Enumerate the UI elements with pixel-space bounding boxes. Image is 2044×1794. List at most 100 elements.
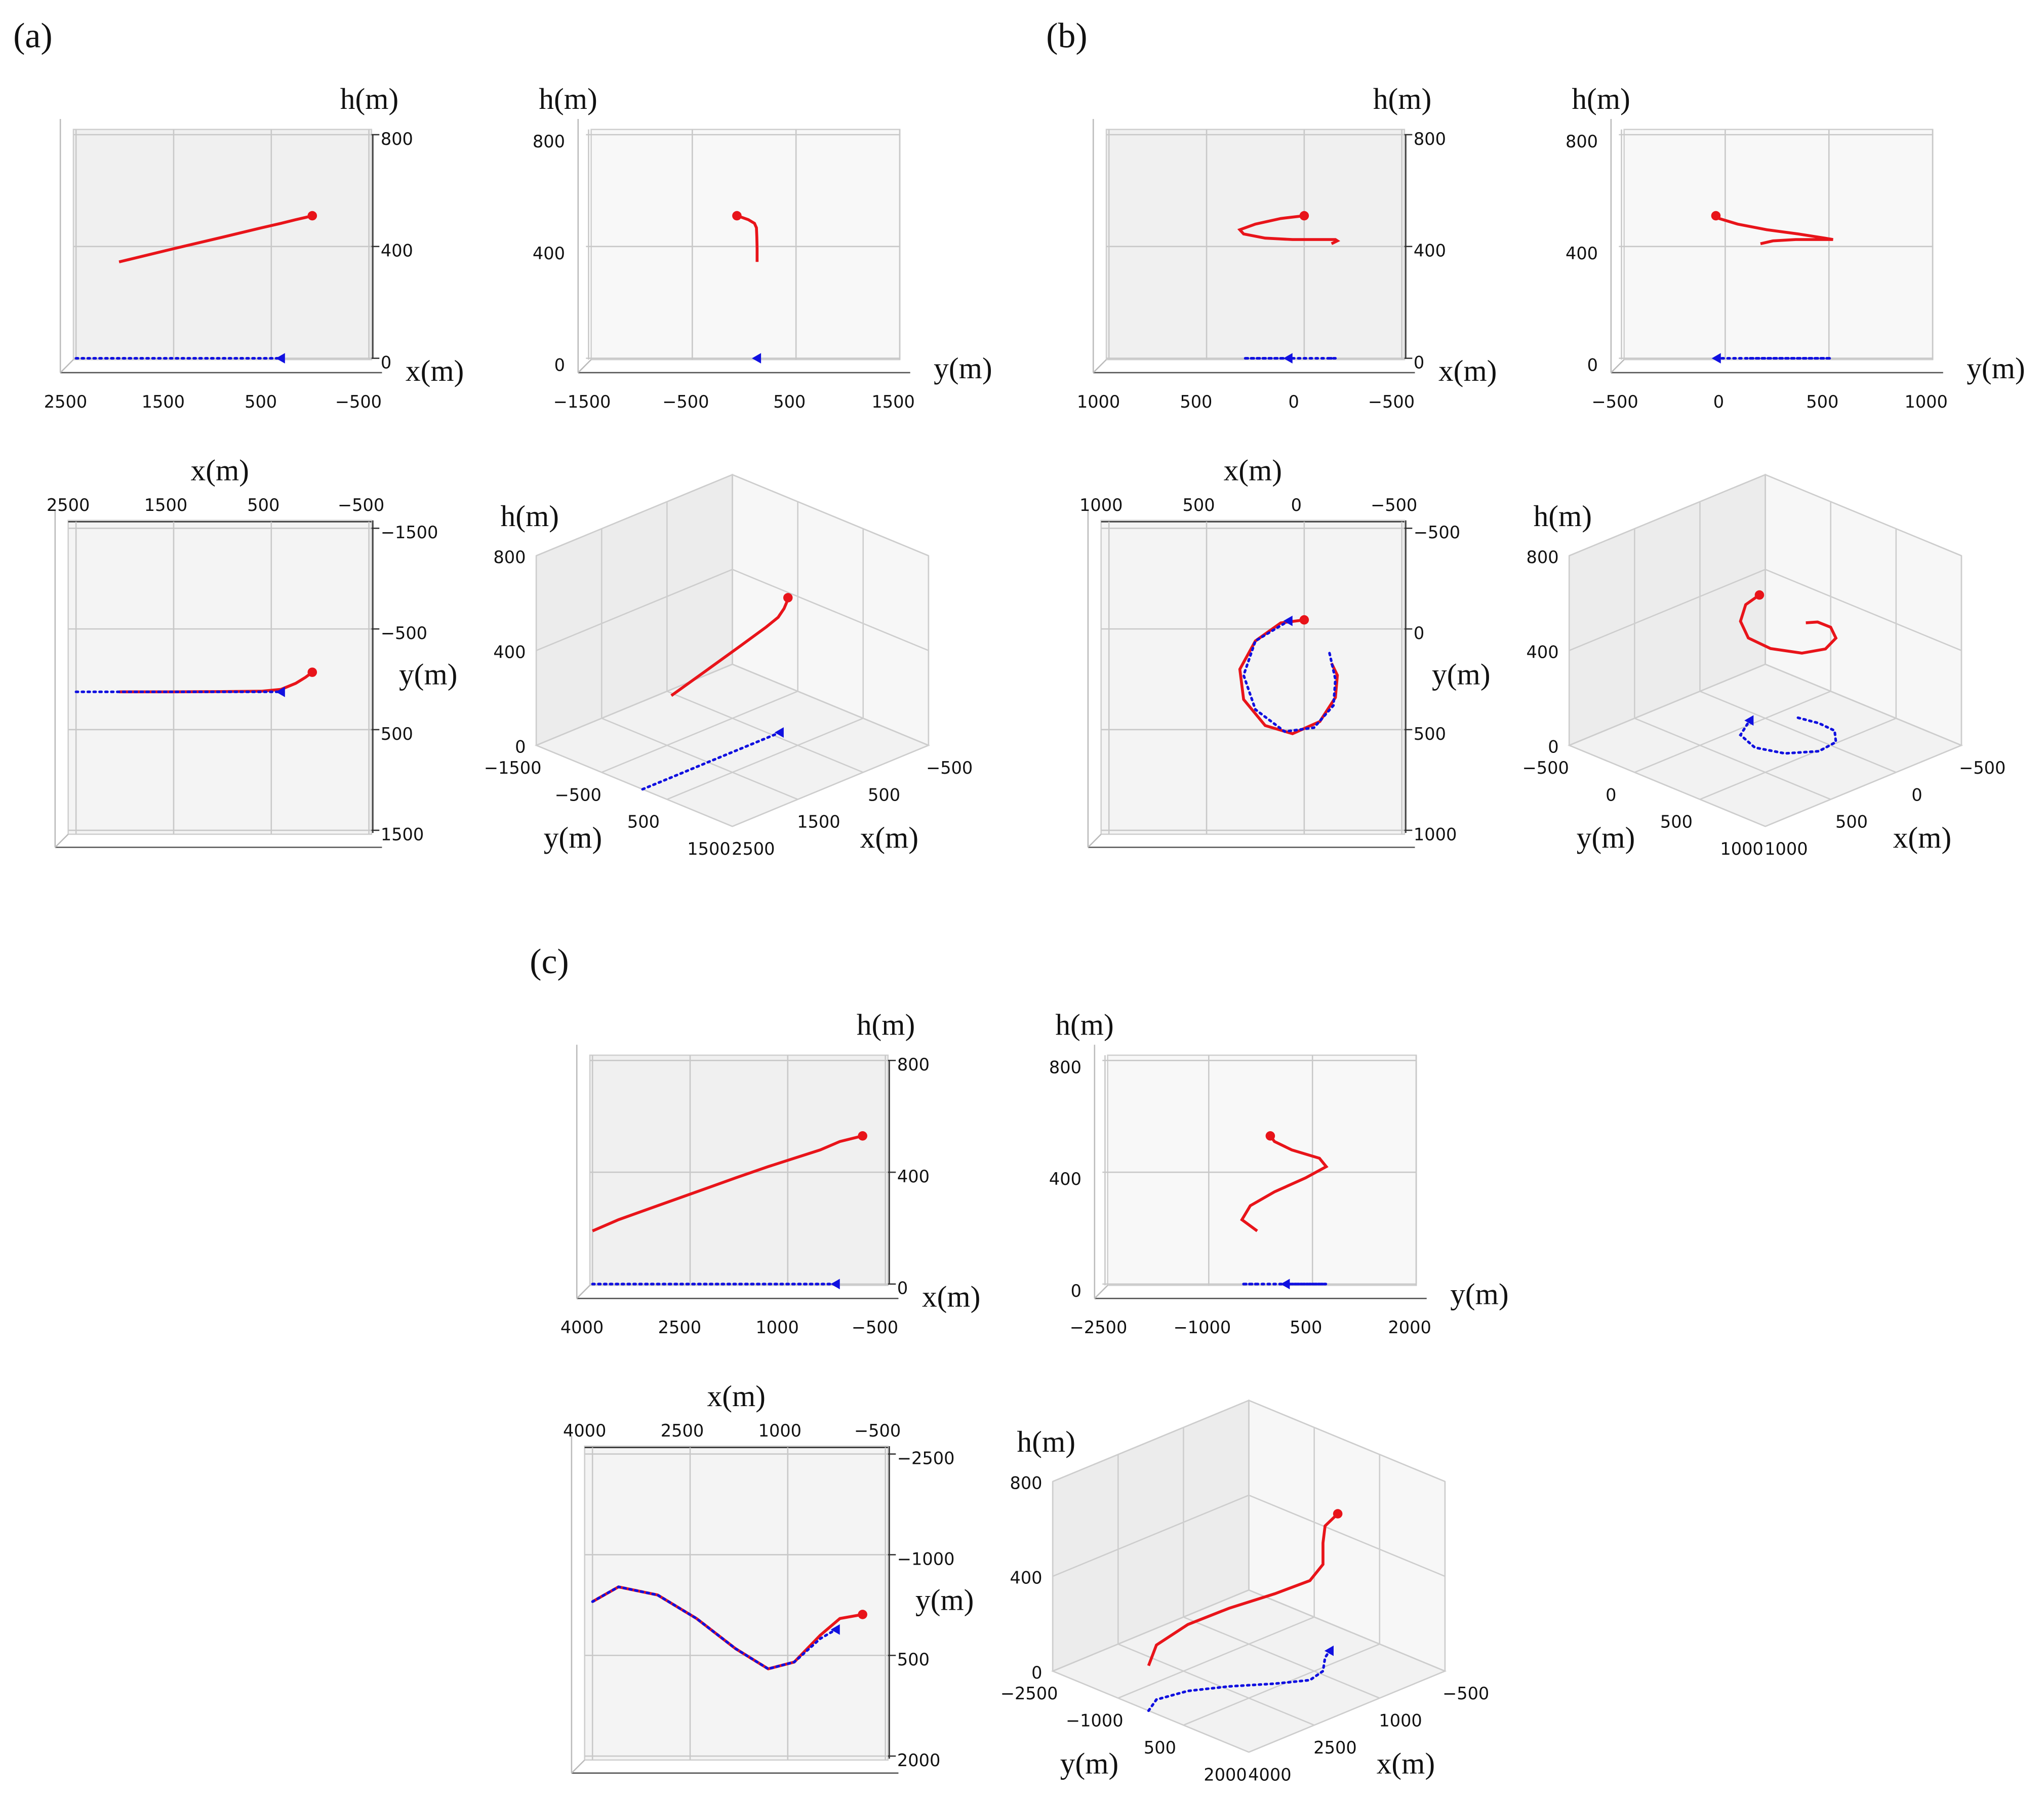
- x-axis-label: x(m): [1224, 453, 1282, 487]
- y-tick-label: −500: [1522, 758, 1569, 778]
- trajectory-3d: [1147, 1649, 1331, 1712]
- x-tick-label: 500: [247, 495, 279, 515]
- z-axis-label: h(m): [1055, 1008, 1113, 1041]
- axis-edge: [576, 1285, 590, 1299]
- trajectory-front: [118, 214, 313, 264]
- z-tick-label: 0: [1414, 352, 1424, 372]
- end-marker: [1265, 1131, 1275, 1141]
- grid-line: [1052, 1670, 1250, 1753]
- grid-line: [1249, 1494, 1446, 1577]
- trajectory-3d: [1739, 593, 1838, 655]
- x-tick-label: 0: [1291, 495, 1302, 515]
- z-tick-label: 800: [493, 547, 526, 567]
- x-tick-label: 500: [245, 392, 277, 412]
- z-axis-label: h(m): [340, 82, 398, 115]
- y-tick-label: 500: [1144, 1738, 1176, 1758]
- panel-label: (c): [530, 942, 569, 981]
- axis-edge: [577, 359, 592, 373]
- y-tick-label: 1000: [1414, 825, 1457, 845]
- end-marker: [1744, 715, 1754, 726]
- y-axis-label: y(m): [934, 351, 992, 385]
- y-tick-label: −2500: [1000, 1684, 1058, 1703]
- z-axis-label: h(m): [539, 82, 597, 115]
- x-tick-label: 1000: [755, 1318, 798, 1337]
- y-tick-label: −2500: [897, 1448, 955, 1468]
- x-tick-label: −500: [335, 392, 382, 412]
- y-tick-label: −1500: [484, 758, 542, 778]
- end-marker: [307, 211, 317, 221]
- y-tick-label: −1500: [553, 392, 611, 412]
- x-tick-label: 1500: [142, 392, 185, 412]
- x-tick-label: 2500: [732, 839, 775, 859]
- grid-line: [1699, 691, 1897, 773]
- y-tick-label: 1500: [871, 392, 914, 412]
- z-tick-label: 0: [381, 352, 391, 372]
- y-tick-label: −1000: [897, 1549, 955, 1569]
- grid-line: [1569, 663, 1766, 746]
- x-tick-label: 500: [1835, 812, 1868, 832]
- z-tick-label: 400: [1010, 1568, 1042, 1588]
- z-tick-label: 400: [1049, 1169, 1081, 1189]
- end-marker: [858, 1131, 867, 1141]
- y-axis-label: y(m): [915, 1583, 974, 1617]
- x-tick-label: 4000: [560, 1318, 604, 1337]
- x-tick-label: 4000: [563, 1421, 606, 1441]
- x-axis-label: x(m): [860, 821, 918, 854]
- trajectory-side: [736, 214, 759, 262]
- end-marker: [307, 667, 317, 677]
- pane: [67, 520, 373, 835]
- grid-line: [1569, 744, 1766, 827]
- z-tick-label: 800: [1526, 547, 1558, 567]
- z-axis-label: h(m): [1534, 499, 1592, 533]
- x-tick-label: −500: [338, 495, 384, 515]
- trajectory-side: [1240, 1135, 1329, 1232]
- z-tick-label: 400: [533, 244, 565, 263]
- y-tick-label: 0: [1606, 785, 1616, 805]
- end-marker: [830, 1624, 840, 1635]
- z-axis-label: h(m): [1017, 1425, 1075, 1458]
- y-axis-label: y(m): [1060, 1746, 1118, 1780]
- z-tick-label: 0: [1071, 1281, 1081, 1301]
- pane: [1105, 129, 1406, 361]
- y-axis-label: y(m): [1450, 1277, 1508, 1310]
- x-axis-label: x(m): [707, 1379, 766, 1413]
- grid-line: [1569, 569, 1766, 651]
- grid-line: [1765, 474, 1962, 556]
- end-marker: [1333, 1509, 1343, 1519]
- x-tick-label: 1500: [144, 495, 187, 515]
- pane: [1623, 129, 1934, 361]
- y-tick-label: 500: [1660, 812, 1693, 832]
- y-tick-label: 2000: [1204, 1765, 1247, 1784]
- axis-edge: [54, 833, 69, 848]
- z-tick-label: 0: [897, 1279, 908, 1298]
- z-tick-label: 800: [897, 1055, 930, 1074]
- grid-line: [1249, 1670, 1446, 1753]
- z-tick-label: 0: [515, 737, 526, 757]
- y-axis-label: y(m): [1577, 821, 1635, 854]
- pane: [1107, 1054, 1417, 1286]
- x-tick-label: 1000: [1079, 495, 1123, 515]
- z-tick-label: 800: [533, 132, 565, 151]
- axis-edge: [1610, 359, 1625, 373]
- grid-line: [732, 744, 929, 827]
- z-tick-label: 400: [1526, 642, 1558, 662]
- y-axis-label: y(m): [1967, 351, 2025, 385]
- x-tick-label: 0: [1911, 785, 1922, 805]
- x-tick-label: 2500: [44, 392, 87, 412]
- x-axis-label: x(m): [406, 354, 464, 387]
- z-tick-label: 400: [1414, 241, 1446, 261]
- trajectory-3d: [1147, 1512, 1339, 1666]
- y-tick-label: 500: [381, 724, 413, 744]
- z-tick-label: 800: [381, 129, 413, 149]
- grid-line: [601, 691, 798, 773]
- x-axis-label: x(m): [922, 1280, 980, 1313]
- trajectory-side: [1715, 214, 1833, 246]
- z-tick-label: 800: [1566, 132, 1598, 151]
- z-tick-label: 0: [1548, 737, 1558, 757]
- y-tick-label: −2500: [1070, 1318, 1128, 1337]
- grid-line: [1634, 717, 1831, 800]
- x-tick-label: 1500: [797, 812, 840, 832]
- x-axis-label: x(m): [191, 453, 249, 487]
- z-tick-label: 400: [1566, 244, 1598, 263]
